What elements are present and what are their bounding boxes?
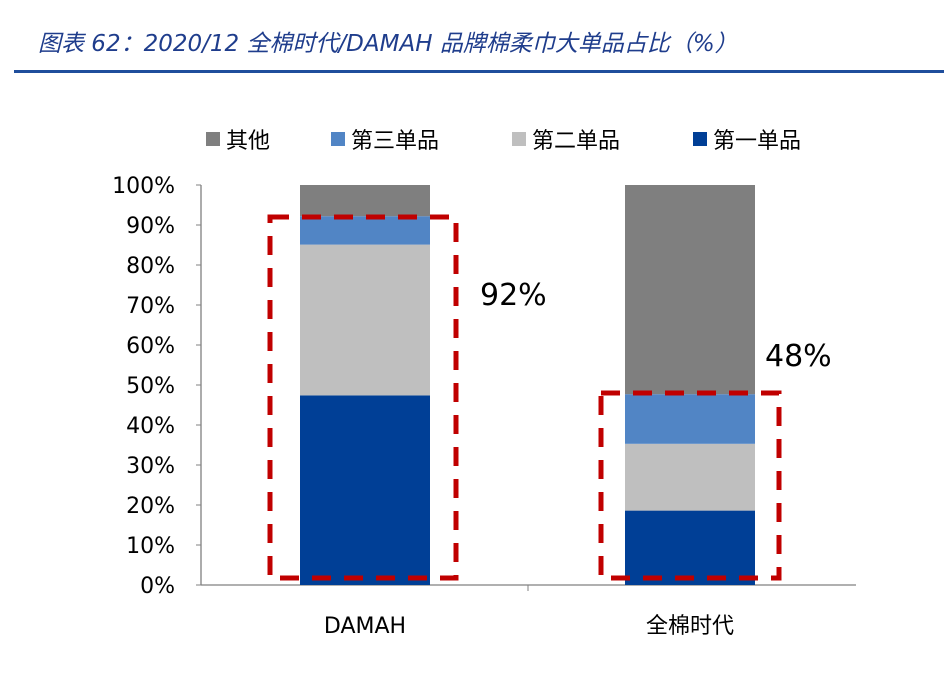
x-tick-label: 全棉时代 <box>646 614 734 639</box>
annotation-label: 92% <box>480 278 547 313</box>
highlight-box <box>267 214 459 581</box>
bar-segment <box>625 185 755 395</box>
y-tick-label: 80% <box>126 254 175 279</box>
legend-swatch <box>331 132 345 146</box>
legend-label: 其他 <box>226 129 270 154</box>
y-tick-label: 10% <box>126 534 175 559</box>
bar-segment <box>300 395 430 585</box>
legend-swatch <box>206 132 220 146</box>
legend-swatch <box>693 132 707 146</box>
y-tick-label: 0% <box>140 574 175 599</box>
y-tick-label: 70% <box>126 294 175 319</box>
y-tick-label: 60% <box>126 334 175 359</box>
bar-segment <box>300 244 430 396</box>
title-divider <box>14 70 944 73</box>
chart-title: 图表 62：2020/12 全棉时代/DAMAH 品牌棉柔巾大单品占比（%） <box>38 31 738 57</box>
bar-segment <box>300 185 430 217</box>
legend-swatch <box>512 132 526 146</box>
y-tick-label: 20% <box>126 494 175 519</box>
y-tick-label: 100% <box>112 174 175 199</box>
bar-segment <box>625 510 755 585</box>
annotation-label: 48% <box>765 339 832 374</box>
x-tick-label: DAMAH <box>324 614 406 639</box>
y-tick-label: 30% <box>126 454 175 479</box>
y-tick-label: 50% <box>126 374 175 399</box>
y-tick-label: 90% <box>126 214 175 239</box>
bar-segment <box>625 443 755 511</box>
legend-label: 第一单品 <box>713 129 801 154</box>
legend-label: 第三单品 <box>351 129 439 154</box>
highlight-box <box>598 390 782 581</box>
bar-segment <box>625 394 755 444</box>
bar-segment <box>300 216 430 245</box>
legend-label: 第二单品 <box>532 129 620 154</box>
y-tick-label: 40% <box>126 414 175 439</box>
